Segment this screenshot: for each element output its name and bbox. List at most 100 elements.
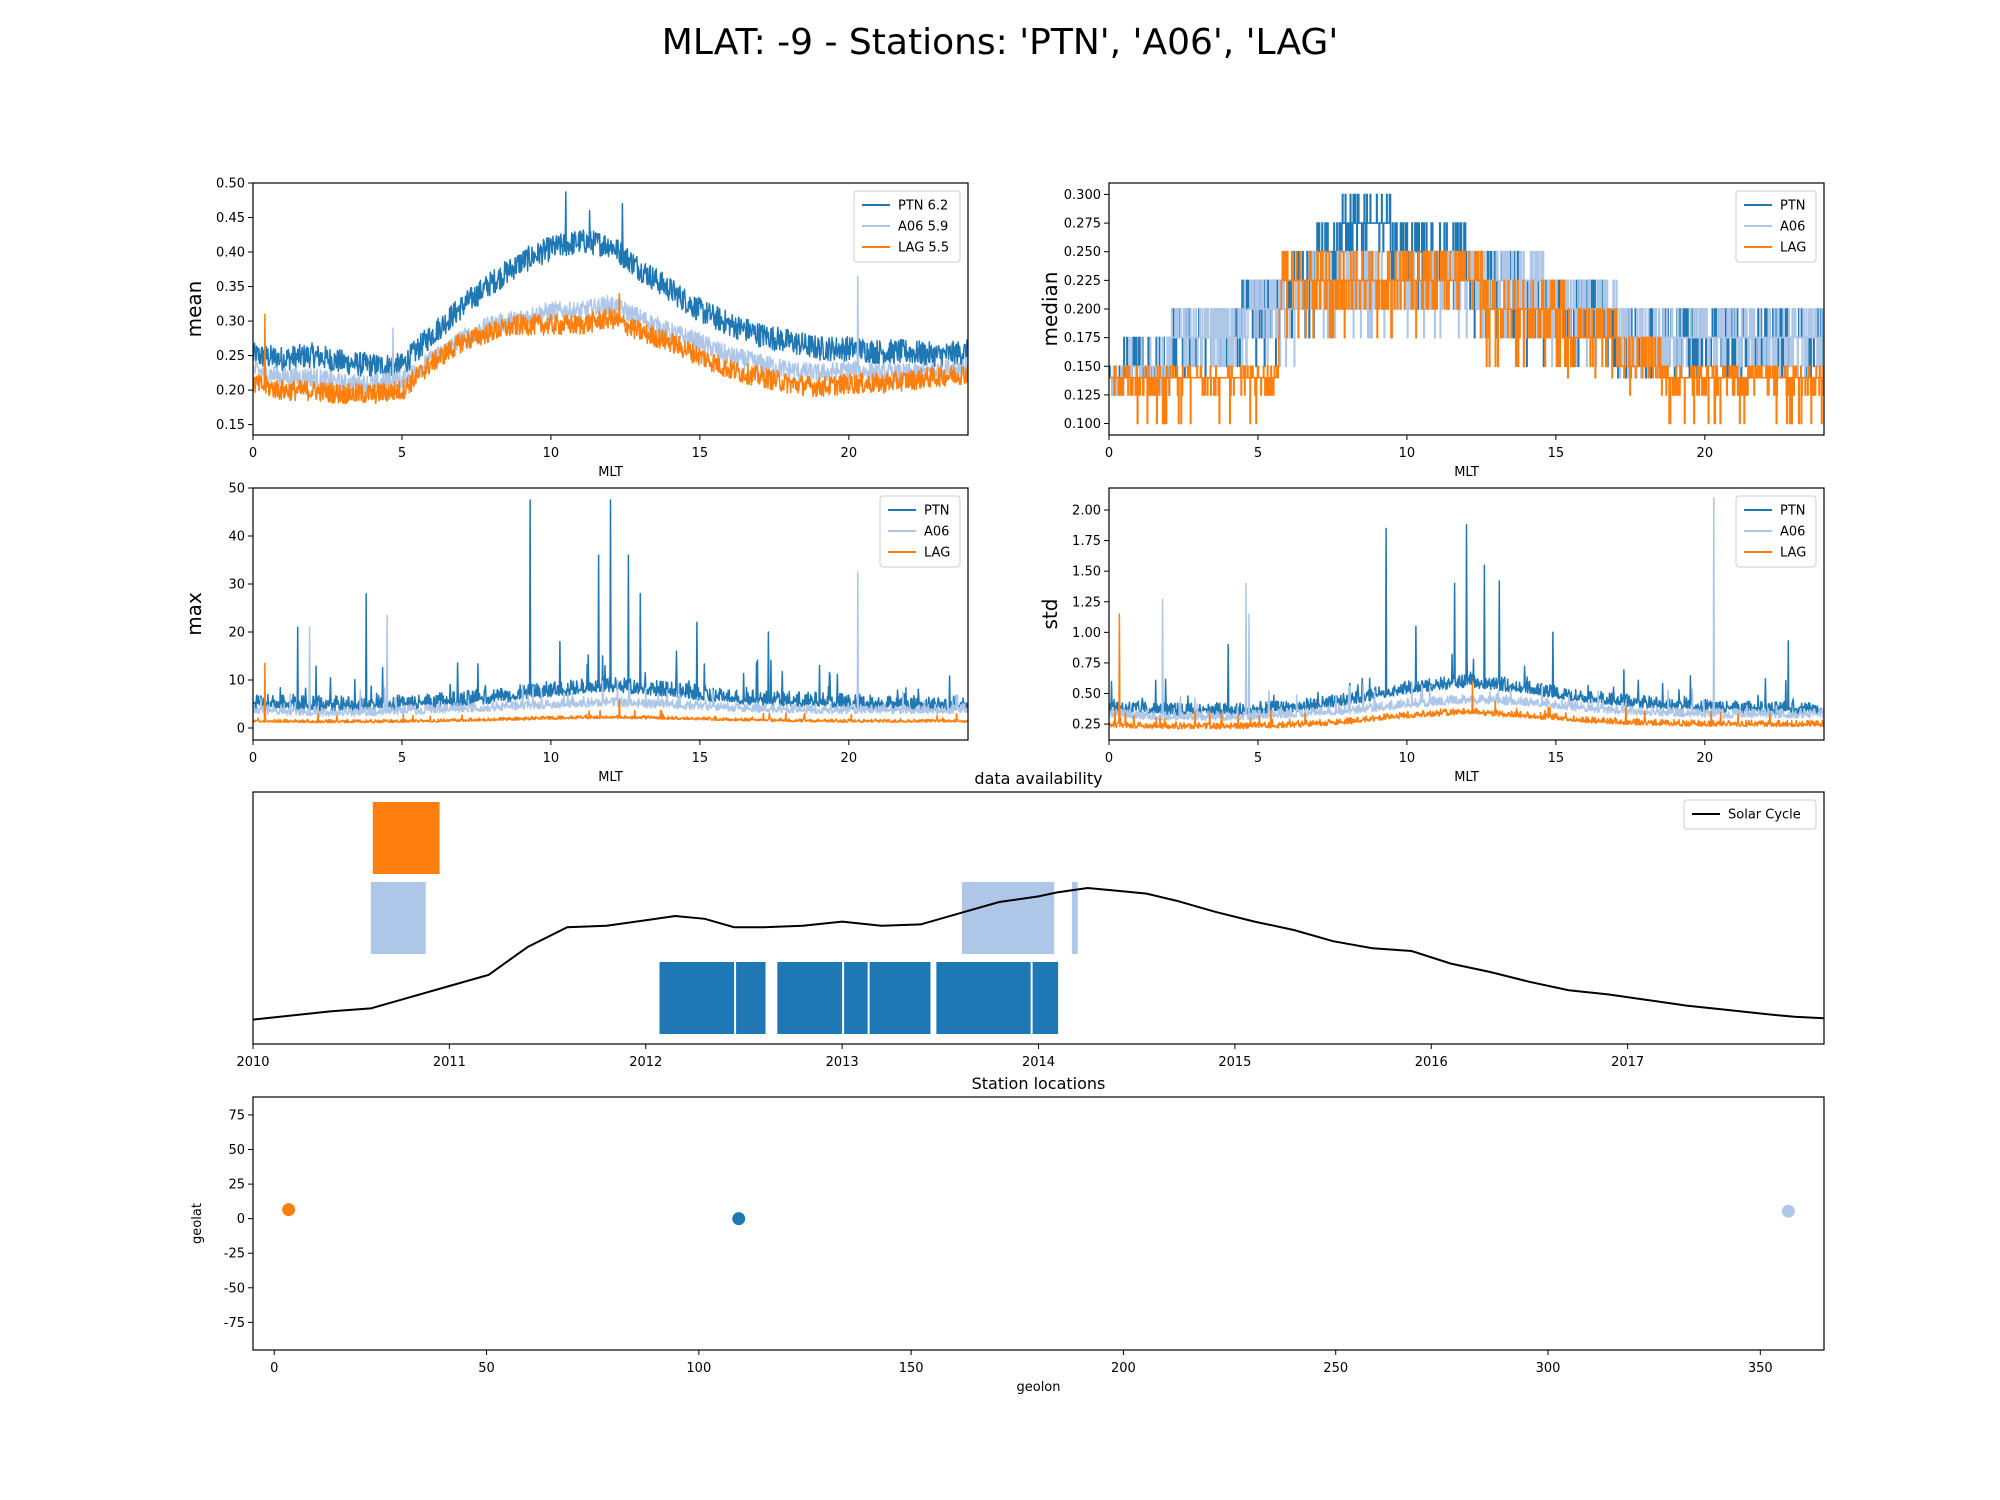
std-legend-label: A06 <box>1780 525 1805 540</box>
median-legend-box <box>1735 190 1817 263</box>
max-ytick-label: 10 <box>228 674 245 689</box>
std-xtick-label: 5 <box>1254 751 1262 766</box>
std-series-lag <box>1109 613 1824 730</box>
panel-std: 0 5 10 15 20 0.25 0.50 0.75 1.00 1.25 1.50 1.75 2.00… <box>1038 487 1825 785</box>
std-legend: PTN A06 LAG <box>1735 495 1817 568</box>
locations-ytick-label: -50 <box>224 1281 245 1296</box>
max-series-lag <box>253 662 968 724</box>
availability-bar-ptn <box>869 962 931 1034</box>
median-legend-label: LAG <box>1780 241 1806 256</box>
max-ytick-label: 0 <box>237 722 245 737</box>
median-ytick-label: 0.125 <box>1064 388 1101 403</box>
max-legend-label: A06 <box>924 525 949 540</box>
median-legend-label: A06 <box>1780 220 1805 235</box>
locations-xtick-label: 100 <box>686 1361 711 1376</box>
median-frame <box>1108 182 1825 436</box>
median-ytick-label: 0.100 <box>1064 417 1101 432</box>
mean-ytick-label: 0.30 <box>216 315 245 330</box>
median-xtick-label: 15 <box>1548 446 1565 461</box>
panel-median: 0 5 10 15 20 0.100 0.125 0.150 0.175 0.200 0.225 0.… <box>1038 182 1825 480</box>
mean-series-a06 <box>253 275 968 395</box>
std-series-ptn <box>1109 523 1824 717</box>
mean-series-lag <box>253 292 968 405</box>
panel-mean: 0 5 10 15 20 0.15 0.20 0.25 0.30 0.35 0.40 0.45 0.50… <box>182 177 969 480</box>
locations-xlabel: geolon <box>1016 1380 1060 1395</box>
max-plot-area <box>253 499 968 724</box>
availability-bar-a06 <box>370 882 426 954</box>
max-ytick-label: 50 <box>228 482 245 497</box>
station-point-ptn <box>732 1212 746 1226</box>
locations-xtick-label: 350 <box>1748 1361 1773 1376</box>
median-ytick-label: 0.175 <box>1064 331 1101 346</box>
max-frame <box>252 487 969 741</box>
max-ytick-label: 30 <box>228 578 245 593</box>
max-legend: PTN A06 LAG <box>879 495 961 568</box>
availability-xtick-label: 2010 <box>236 1055 269 1070</box>
max-xtick-label: 20 <box>841 751 858 766</box>
mean-ytick-label: 0.25 <box>216 349 245 364</box>
median-xtick-label: 20 <box>1697 446 1714 461</box>
std-ytick-label: 0.25 <box>1072 718 1101 733</box>
availability-bar-a06 <box>1071 882 1078 954</box>
locations-ytick-label: 50 <box>228 1143 245 1158</box>
availability-xtick-label: 2012 <box>629 1055 662 1070</box>
availability-bar-a06 <box>961 882 1055 954</box>
mean-xtick-label: 20 <box>841 446 858 461</box>
mean-xtick-label: 15 <box>692 446 709 461</box>
max-xtick-label: 15 <box>692 751 709 766</box>
mean-ytick-label: 0.50 <box>216 177 245 192</box>
availability-xtick-label: 2017 <box>1611 1055 1644 1070</box>
max-series-a06 <box>253 571 968 717</box>
median-ytick-label: 0.200 <box>1064 303 1101 318</box>
mean-legend-box <box>853 190 961 263</box>
std-ytick-label: 1.25 <box>1072 595 1101 610</box>
max-ylabel: max <box>182 592 206 636</box>
median-legend-label: PTN <box>1780 199 1806 214</box>
max-xtick-label: 5 <box>398 751 406 766</box>
availability-plot-area <box>253 802 1824 1034</box>
availability-frame <box>252 791 1825 1045</box>
mean-legend-label: PTN 6.2 <box>898 199 948 214</box>
std-plot-area <box>1109 497 1824 730</box>
mean-plot-area <box>253 191 968 405</box>
availability-legend: Solar Cycle <box>1683 799 1817 830</box>
median-ytick-label: 0.300 <box>1064 188 1101 203</box>
mean-legend-label: LAG 5.5 <box>898 241 949 256</box>
availability-bar-ptn <box>777 962 843 1034</box>
locations-xtick-label: 300 <box>1536 1361 1561 1376</box>
mean-xlabel: MLT <box>598 465 623 480</box>
availability-xtick-label: 2013 <box>826 1055 859 1070</box>
locations-xtick-label: 0 <box>270 1361 278 1376</box>
median-xtick-label: 5 <box>1254 446 1262 461</box>
locations-ytick-label: -75 <box>224 1316 245 1331</box>
availability-bar-ptn <box>1032 962 1059 1034</box>
median-ytick-label: 0.150 <box>1064 360 1101 375</box>
availability-legend-box <box>1683 799 1817 830</box>
median-ytick-label: 0.225 <box>1064 274 1101 289</box>
locations-xtick-label: 200 <box>1111 1361 1136 1376</box>
max-xtick-label: 0 <box>249 751 257 766</box>
std-ytick-label: 1.50 <box>1072 565 1101 580</box>
figure-title: MLAT: -9 - Stations: 'PTN', 'A06', 'LAG' <box>661 22 1339 63</box>
availability-xtick-label: 2016 <box>1415 1055 1448 1070</box>
panel-max: 0 5 10 15 20 0 10 20 30 40 50 MLT max PTN A06 LAG <box>182 482 969 785</box>
std-legend-label: PTN <box>1780 504 1806 519</box>
median-ytick-label: 0.275 <box>1064 217 1101 232</box>
availability-bar-lag <box>372 802 440 874</box>
std-xtick-label: 10 <box>1399 751 1416 766</box>
std-xlabel: MLT <box>1454 770 1479 785</box>
median-ytick-label: 0.250 <box>1064 245 1101 260</box>
std-ylabel: std <box>1038 599 1062 630</box>
mean-series-ptn <box>253 191 968 379</box>
availability-xtick-label: 2015 <box>1218 1055 1251 1070</box>
max-legend-label: PTN <box>924 504 950 519</box>
locations-xtick-label: 150 <box>899 1361 924 1376</box>
std-xtick-label: 15 <box>1548 751 1565 766</box>
std-frame <box>1108 487 1825 741</box>
locations-frame <box>252 1096 1825 1351</box>
mean-ytick-label: 0.40 <box>216 246 245 261</box>
median-xtick-label: 0 <box>1105 446 1113 461</box>
median-plot-area <box>1109 193 1824 425</box>
station-point-lag <box>282 1203 296 1217</box>
